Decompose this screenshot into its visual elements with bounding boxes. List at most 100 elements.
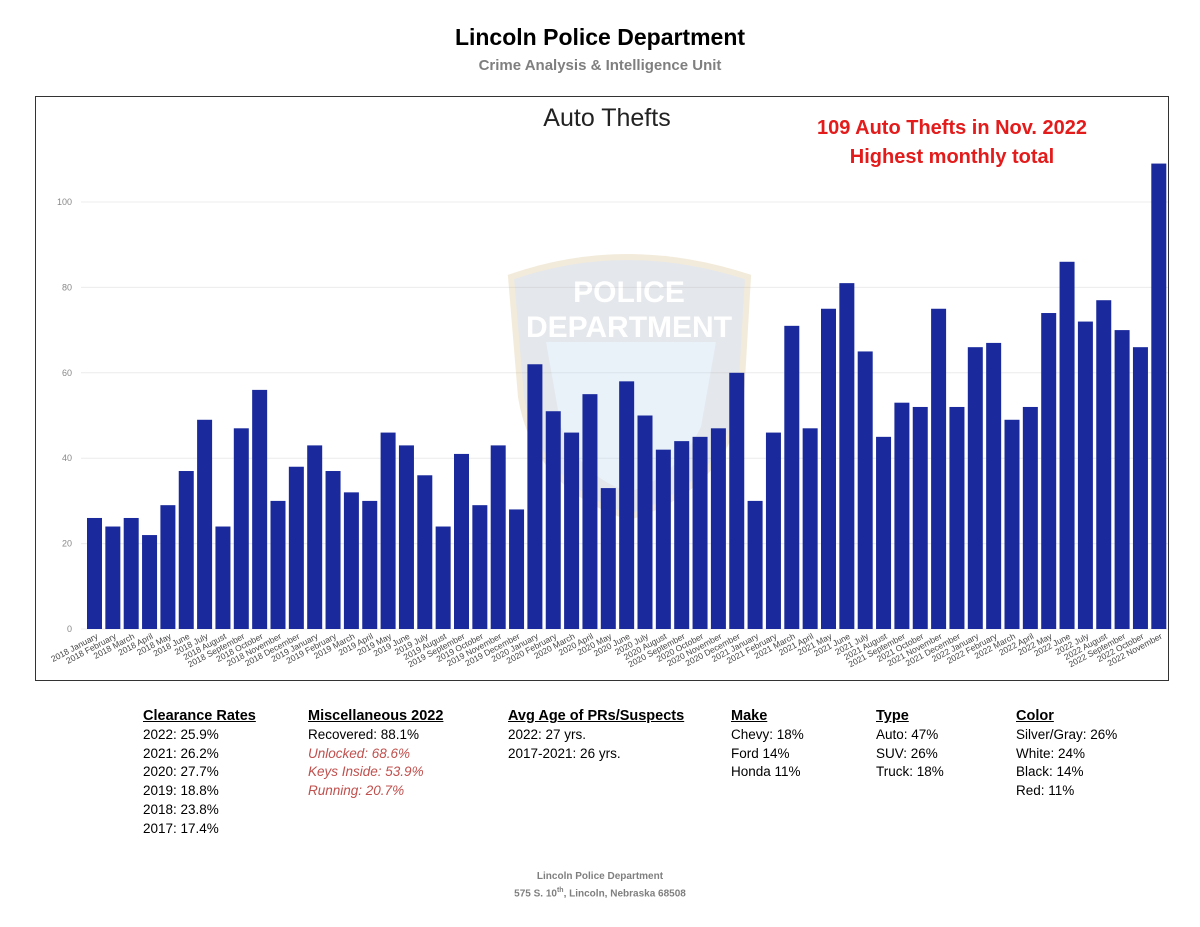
bar-2018-february [105, 526, 121, 629]
bar-2019-december [509, 509, 525, 629]
bar-2019-october [472, 505, 488, 629]
stat-item: 2017: 17.4% [143, 820, 219, 836]
bar-2019-november [490, 445, 506, 629]
stat-item: Unlocked: 68.6% [308, 745, 411, 761]
stat-heading: Clearance Rates [143, 708, 256, 724]
stat-block-miscellaneous-2022: Miscellaneous 2022 Recovered: 88.1% Unlock… [308, 707, 443, 801]
bar-2019-february [325, 471, 341, 629]
bar-2021-december [949, 406, 965, 629]
bar-2019-january [307, 445, 323, 629]
bar-2020-november [710, 428, 726, 629]
stat-item: 2022: 27 yrs. [508, 727, 587, 742]
bar-2021-july [857, 351, 873, 629]
footer-address: 575 S. 10th, Lincoln, Nebraska 68508 [0, 884, 1200, 901]
y-tick-label: 100 [57, 197, 72, 207]
bar-2018-november [270, 500, 286, 629]
bar-2018-december [288, 466, 304, 629]
bar-2020-april [582, 394, 598, 629]
bar-2018-may [160, 505, 176, 629]
bar-2022-february [986, 342, 1002, 629]
bar-2019-july [417, 475, 433, 629]
bar-2021-april [802, 428, 818, 629]
address-city: , Lincoln, Nebraska 68508 [563, 888, 686, 900]
address-sup: th [556, 887, 564, 894]
stat-item: 2021: 26.2% [143, 745, 219, 761]
bar-2022-august [1096, 300, 1112, 629]
address-street: 575 S. 10 [514, 888, 557, 900]
bar-2020-august [655, 449, 671, 629]
bar-2022-november [1151, 163, 1167, 629]
y-axis-labels: 0 20 40 60 80 100 [57, 197, 72, 634]
bar-2021-september [894, 402, 910, 629]
bar-2019-august [435, 526, 451, 629]
bar-2020-may [600, 488, 616, 629]
bar-2022-october [1132, 347, 1148, 629]
bar-2021-november [931, 308, 947, 629]
stat-item: Silver/Gray: 26% [1016, 727, 1118, 742]
bar-2020-june [619, 381, 635, 629]
stat-item: White: 24% [1016, 745, 1086, 761]
bar-2019-april [362, 500, 378, 629]
bar-2018-october [252, 389, 268, 629]
bar-2019-march [343, 492, 359, 629]
auto-thefts-chart: POLICE DEPARTMENT Auto Thefts 109 Auto T… [49, 104, 1168, 670]
footer: Lincoln Police Department 575 S. 10th, L… [0, 870, 1200, 901]
bar-2022-june [1059, 261, 1075, 629]
bar-2021-february [765, 432, 781, 629]
bar-2021-january [747, 500, 763, 629]
bar-2021-june [839, 283, 855, 629]
stat-item: Chevy: 18% [731, 727, 804, 742]
bars [87, 163, 1167, 629]
y-tick-label: 80 [62, 282, 72, 292]
bar-2020-september [674, 441, 690, 629]
chart-title: Auto Thefts [543, 104, 670, 132]
stat-heading: Avg Age of PRs/Suspects [508, 708, 685, 724]
stat-item: Recovered: 88.1% [308, 727, 420, 742]
bar-2019-may [380, 432, 396, 629]
bar-2018-june [178, 471, 194, 629]
y-tick-label: 20 [62, 539, 72, 549]
stat-item: Honda 11% [731, 764, 801, 780]
stat-item: Keys Inside: 53.9% [308, 764, 424, 780]
stat-item: Running: 20.7% [308, 783, 405, 799]
stat-item: Truck: 18% [876, 764, 944, 780]
bar-2018-april [142, 535, 158, 629]
footer-name: Lincoln Police Department [536, 871, 664, 882]
stat-block-make: Make Chevy: 18% Ford 14% Honda 11% [731, 707, 804, 782]
bar-2022-july [1077, 321, 1093, 629]
annotation-line1: 109 Auto Thefts in Nov. 2022 [817, 117, 1087, 139]
bar-2020-february [545, 411, 561, 629]
watermark-line2: DEPARTMENT [526, 311, 732, 344]
stat-item: Black: 14% [1016, 764, 1084, 780]
stat-heading: Make [731, 708, 768, 724]
y-tick-label: 40 [62, 453, 72, 463]
stat-item: Auto: 47% [876, 727, 939, 742]
bar-2021-october [912, 406, 928, 629]
bar-2022-march [1004, 419, 1020, 629]
stat-item: 2017-2021: 26 yrs. [508, 745, 621, 761]
bar-2019-september [454, 453, 469, 629]
bar-2021-march [784, 325, 800, 629]
bar-2021-august [876, 436, 892, 629]
stat-heading: Color [1016, 708, 1054, 724]
page-title: Lincoln Police Department [454, 24, 746, 50]
stat-item: 2019: 18.8% [143, 783, 219, 799]
bar-2022-may [1041, 313, 1057, 629]
page-subtitle: Crime Analysis & Intelligence Unit [478, 57, 722, 74]
bar-2020-october [692, 436, 708, 629]
bar-2019-june [398, 445, 414, 629]
stat-block-type: Type Auto: 47% SUV: 26% Truck: 18% [876, 707, 944, 782]
bar-2022-september [1114, 330, 1130, 629]
y-tick-label: 0 [67, 624, 72, 634]
stat-item: SUV: 26% [876, 745, 938, 761]
watermark-line1: POLICE [573, 276, 685, 309]
stat-item: 2018: 23.8% [143, 801, 219, 817]
bar-2018-august [215, 526, 231, 629]
bar-2018-july [197, 419, 213, 629]
stat-block-avg-age-of-prs-suspects: Avg Age of PRs/Suspects 2022: 27 yrs. 2017… [508, 707, 684, 763]
bar-2020-january [527, 364, 543, 629]
stat-heading: Miscellaneous 2022 [308, 708, 444, 724]
bar-2020-december [729, 372, 745, 629]
stat-heading: Type [876, 708, 909, 724]
